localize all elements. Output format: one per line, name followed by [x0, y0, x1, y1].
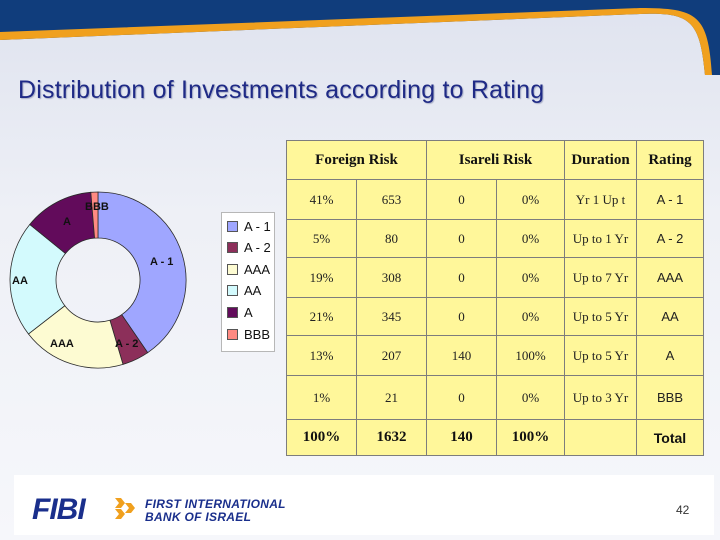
slice-label: A - 1	[150, 256, 173, 268]
slice-label: AA	[12, 275, 28, 287]
legend-swatch	[227, 242, 238, 254]
cell-rating: A - 2	[636, 219, 704, 258]
cell-foreign-pct: 21%	[286, 297, 357, 336]
cell-rating: AAA	[636, 257, 704, 298]
cell-foreign-value: 653	[356, 179, 427, 220]
slice-label: A	[63, 216, 71, 228]
table-total-row: 100% 1632 140 100% Total	[286, 419, 704, 456]
cell-duration: Up to 1 Yr	[564, 219, 637, 258]
header-rating: Rating	[636, 140, 704, 180]
header-foreign-risk: Foreign Risk	[286, 140, 427, 180]
cell-israeli-value: 0	[426, 257, 497, 298]
cell-foreign-pct: 5%	[286, 219, 357, 258]
donut-slice	[9, 223, 66, 335]
bank-logo-icon	[115, 498, 135, 519]
cell-rating: A	[636, 335, 704, 376]
cell-israeli-pct: 100%	[496, 335, 565, 376]
cell-israeli-pct: 0%	[496, 219, 565, 258]
bank-name-line1: FIRST INTERNATIONAL	[145, 497, 286, 511]
legend-swatch	[227, 220, 238, 232]
cell-rating: AA	[636, 297, 704, 336]
footer: FIBI FIRST INTERNATIONAL BANK OF ISRAEL …	[14, 475, 714, 535]
cell-israeli-value: 0	[426, 375, 497, 420]
cell-rating: A - 1	[636, 179, 704, 220]
rating-table: Foreign Risk Isareli Risk Duration Ratin…	[286, 140, 704, 456]
legend-label: AAA	[244, 261, 271, 277]
table-row: 5% 80 0 0% Up to 1 Yr A - 2	[286, 219, 704, 258]
legend-item: A	[227, 302, 253, 322]
cell-foreign-value: 308	[356, 257, 427, 298]
cell-foreign-value: 21	[356, 375, 427, 420]
cell-israeli-value: 0	[426, 219, 497, 258]
legend-swatch	[227, 306, 238, 318]
cell-israeli-pct: 0%	[496, 297, 565, 336]
cell-foreign-value: 345	[356, 297, 427, 336]
table-header-row: Foreign Risk Isareli Risk Duration Ratin…	[286, 140, 704, 180]
legend-label: BBB	[244, 326, 271, 342]
cell-foreign-pct: 13%	[286, 335, 357, 376]
donut-slice	[97, 191, 187, 354]
cell-israeli-pct: 0%	[496, 257, 565, 298]
donut-slice	[90, 191, 99, 239]
legend-item: BBB	[227, 324, 270, 344]
cell-foreign-value: 207	[356, 335, 427, 376]
cell-duration: Up to 5 Yr	[564, 335, 637, 376]
cell-foreign-value: 80	[356, 219, 427, 258]
legend-swatch	[227, 285, 238, 297]
header-israeli-risk: Isareli Risk	[426, 140, 565, 180]
cell-israeli-pct: 0%	[496, 375, 565, 420]
cell-duration: Yr 1 Up t	[564, 179, 637, 220]
cell-duration	[564, 419, 637, 456]
legend-label: A - 2	[244, 240, 271, 256]
page-title: Distribution of Investments according to…	[18, 76, 545, 104]
slice-label: A - 2	[115, 338, 138, 350]
header-duration: Duration	[564, 140, 637, 180]
cell-foreign-value: 1632	[356, 419, 427, 456]
cell-foreign-pct: 41%	[286, 179, 357, 220]
cell-israeli-value: 140	[426, 335, 497, 376]
legend-item: AA	[227, 281, 261, 301]
cell-foreign-pct: 1%	[286, 375, 357, 420]
slice-label: BBB	[85, 201, 109, 213]
legend-item: AAA	[227, 259, 270, 279]
top-banner	[0, 0, 720, 75]
cell-duration: Up to 5 Yr	[564, 297, 637, 336]
legend-label: A	[244, 304, 253, 320]
cell-duration: Up to 3 Yr	[564, 375, 637, 420]
cell-rating: BBB	[636, 375, 704, 420]
cell-foreign-pct: 100%	[286, 419, 357, 456]
legend-swatch	[227, 263, 238, 275]
legend-label: A - 1	[244, 218, 271, 234]
legend-item: A - 1	[227, 216, 271, 236]
cell-foreign-pct: 19%	[286, 257, 357, 298]
fibi-logo: FIBI	[32, 493, 86, 526]
cell-israeli-value: 0	[426, 179, 497, 220]
slice-label: AAA	[50, 338, 74, 350]
table-row: 13% 207 140 100% Up to 5 Yr A	[286, 335, 704, 376]
cell-israeli-pct: 100%	[496, 419, 565, 456]
page-number: 42	[676, 503, 690, 517]
table-row: 21% 345 0 0% Up to 5 Yr AA	[286, 297, 704, 336]
legend-item: A - 2	[227, 238, 271, 258]
cell-duration: Up to 7 Yr	[564, 257, 637, 298]
legend-label: AA	[244, 283, 262, 299]
cell-israeli-pct: 0%	[496, 179, 565, 220]
cell-israeli-value: 0	[426, 297, 497, 336]
table-row: 1% 21 0 0% Up to 3 Yr BBB	[286, 375, 704, 420]
cell-rating: Total	[636, 419, 704, 456]
bank-name-line2: BANK OF ISRAEL	[145, 510, 252, 524]
legend-swatch	[227, 328, 238, 340]
cell-israeli-value: 140	[426, 419, 497, 456]
table-row: 19% 308 0 0% Up to 7 Yr AAA	[286, 257, 704, 298]
